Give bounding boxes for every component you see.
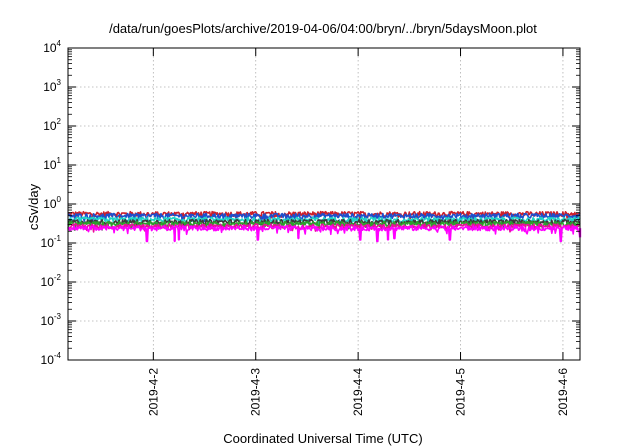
y-tick-label: 103 [43,78,61,94]
ticks [68,47,580,361]
series-layer [67,210,582,243]
y-tick-label: 102 [43,117,61,133]
y-tick-label: 101 [43,156,61,172]
x-tick-label: 2019-4-5 [454,368,468,416]
x-tick-label: 2019-4-3 [249,368,263,416]
series-2-line [67,212,581,223]
y-tick-label: 10-1 [41,234,62,250]
x-tick-label: 2019-4-4 [351,368,365,416]
y-tick-label: 10-2 [41,273,62,289]
x-axis-label: Coordinated Universal Time (UTC) [223,431,422,446]
grid [68,48,580,360]
chart-title: /data/run/goesPlots/archive/2019-04-06/0… [109,21,537,36]
x-tick-label: 2019-4-2 [146,368,160,416]
y-tick-label: 104 [43,39,61,55]
y-tick-label: 100 [43,195,61,211]
series-3-line [67,216,581,227]
y-tick-label: 10-3 [41,312,62,328]
y-axis-label: cSv/day [26,183,41,230]
series-7-line [67,225,581,243]
x-tick-label: 2019-4-6 [556,368,570,416]
tick-labels: 10-4 10-3 10-2 10-1 100 101 102 103 104 2019-4-2 2… [41,39,570,416]
y-tick-label: 10-4 [41,351,62,367]
